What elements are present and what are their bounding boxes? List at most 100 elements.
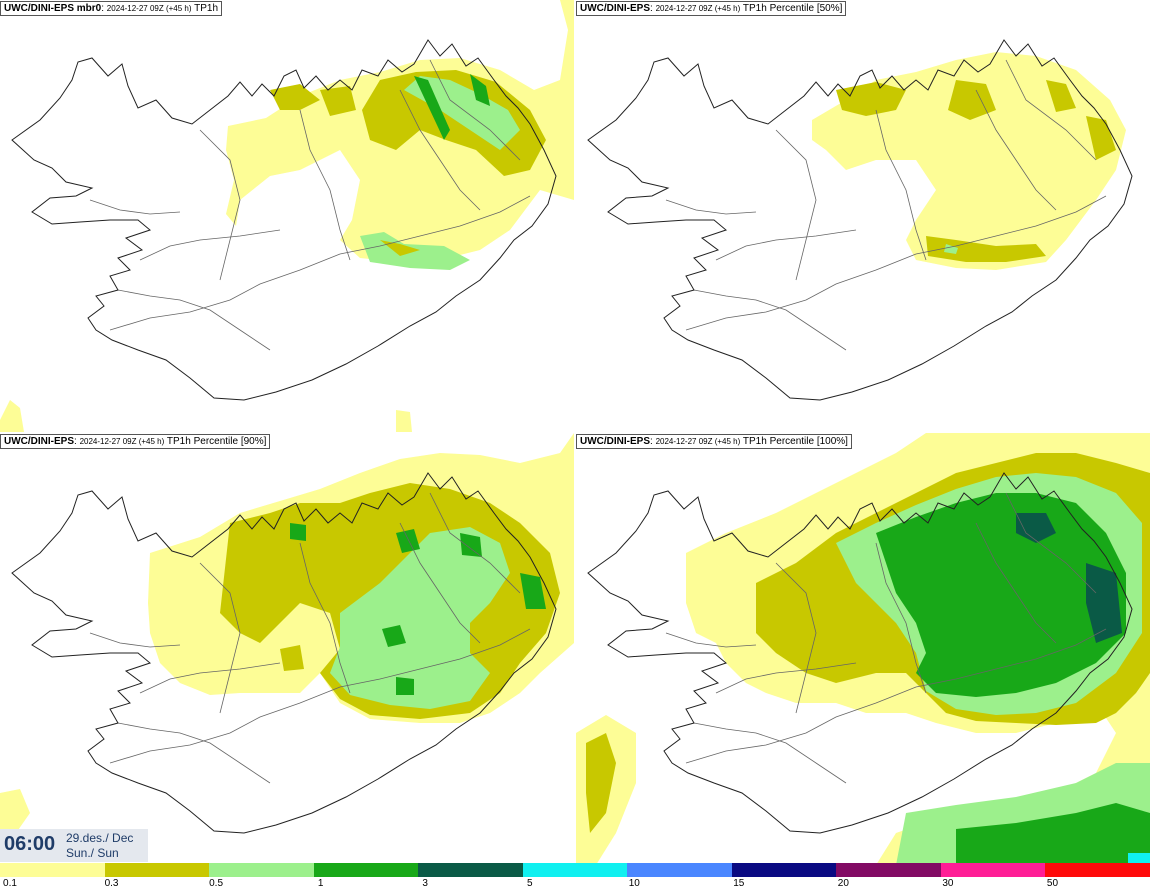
precip-band [270, 84, 320, 110]
precip-band [414, 76, 450, 140]
road-line [109, 195, 531, 331]
road-line [665, 199, 757, 215]
valid-date: 29.des./ Dec [66, 831, 134, 845]
precip-band [944, 244, 958, 254]
precip-map-p50 [587, 39, 1133, 401]
legend-swatch [522, 863, 628, 877]
precip-band [0, 400, 24, 432]
road-line [1005, 492, 1097, 594]
legend-swatch [627, 863, 733, 877]
precip-band [836, 82, 906, 116]
precip-band [1016, 513, 1056, 543]
precip-band [290, 523, 306, 541]
legend-swatch [1045, 863, 1150, 877]
legend-label: 0.5 [209, 878, 224, 889]
precip-band [956, 803, 1150, 865]
precip-band [1128, 853, 1150, 865]
valid-time: 06:00 [4, 833, 56, 855]
legend-swatch [313, 863, 419, 877]
road-line [299, 109, 351, 261]
precip-band [520, 573, 546, 609]
legend-label: 30 [942, 878, 954, 889]
legend-swatch [836, 863, 942, 877]
precip-map-p90 [0, 433, 574, 834]
road-line [715, 229, 857, 261]
precip-band [396, 529, 420, 553]
legend-swatch [940, 863, 1046, 877]
valid-day: Sun./ Sun [66, 846, 119, 860]
road-line [429, 492, 521, 594]
panel-p90: UWC/DINI-EPS: 2024-12-27 09Z (+45 h) TP1… [0, 433, 574, 865]
precip-band [280, 645, 304, 671]
road-line [975, 89, 1057, 211]
panel-mbr0: UWC/DINI-EPS mbr0: 2024-12-27 09Z (+45 h… [0, 0, 574, 432]
legend-label: 10 [628, 878, 640, 889]
road-line [109, 628, 531, 764]
road-line [117, 722, 271, 784]
road-line [399, 522, 481, 644]
road-line [685, 628, 1107, 764]
precip-band [460, 533, 482, 557]
legend-swatch [209, 863, 315, 877]
precip-band [1086, 563, 1122, 643]
legend-label: 5 [526, 878, 533, 889]
road-line [685, 195, 1107, 331]
legend-swatch [104, 863, 210, 877]
panel-p100: UWC/DINI-EPS: 2024-12-27 09Z (+45 h) TP1… [576, 433, 1150, 865]
road-line [89, 632, 181, 648]
road-line [693, 289, 847, 351]
panel-title: UWC/DINI-EPS: 2024-12-27 09Z (+45 h) TP1… [0, 434, 271, 449]
road-line [975, 522, 1057, 644]
legend-label: 0.1 [3, 878, 17, 889]
precip-band [1086, 116, 1116, 160]
iceland-coastline [11, 472, 557, 834]
legend-label: 1 [317, 878, 324, 889]
iceland-coastline [587, 39, 1133, 401]
precip-map-p100 [576, 433, 1150, 865]
legend-label: 15 [733, 878, 745, 889]
road-line [875, 109, 927, 261]
legend-swatch [731, 863, 837, 877]
iceland-coastline [587, 472, 1133, 834]
road-line [1005, 59, 1097, 161]
road-line [399, 89, 481, 211]
road-line [89, 199, 181, 215]
panel-title: UWC/DINI-EPS mbr0: 2024-12-27 09Z (+45 h… [0, 1, 223, 16]
legend-swatch [0, 863, 106, 877]
precip-band [396, 410, 412, 432]
color-legend: 0.1 0.3 0.5 1 3 5 10 15 20 30 50 [0, 863, 1150, 891]
road-line [299, 542, 351, 694]
precip-band [1046, 80, 1076, 112]
legend-label: 0.3 [104, 878, 119, 889]
road-line [693, 722, 847, 784]
legend-label: 50 [1046, 878, 1059, 889]
precip-band [0, 789, 30, 833]
panel-p50: UWC/DINI-EPS: 2024-12-27 09Z (+45 h) TP1… [576, 0, 1150, 432]
road-line [199, 129, 241, 281]
precip-band [470, 74, 490, 106]
road-line [139, 229, 281, 261]
road-line [665, 632, 757, 648]
precip-band [320, 86, 356, 116]
legend-swatch [418, 863, 524, 877]
precip-band [382, 625, 406, 647]
legend-label: 20 [837, 878, 849, 889]
road-line [875, 542, 927, 694]
road-line [715, 662, 857, 694]
precip-band [396, 677, 414, 695]
precip-band [876, 493, 1126, 697]
road-line [775, 562, 817, 714]
road-line [199, 562, 241, 714]
panel-title: UWC/DINI-EPS: 2024-12-27 09Z (+45 h) TP1… [576, 434, 852, 449]
road-line [117, 289, 271, 351]
legend-label: 3 [422, 878, 428, 889]
precip-band [380, 240, 420, 256]
precip-map-mbr0 [0, 0, 574, 432]
valid-time-box: 06:00 29.des./ Dec Sun./ Sun [0, 829, 148, 862]
precip-band [926, 236, 1046, 262]
precip-band [948, 80, 996, 120]
iceland-coastline [11, 39, 557, 401]
precip-band [330, 527, 510, 709]
road-line [429, 59, 521, 161]
precip-band [586, 733, 616, 833]
